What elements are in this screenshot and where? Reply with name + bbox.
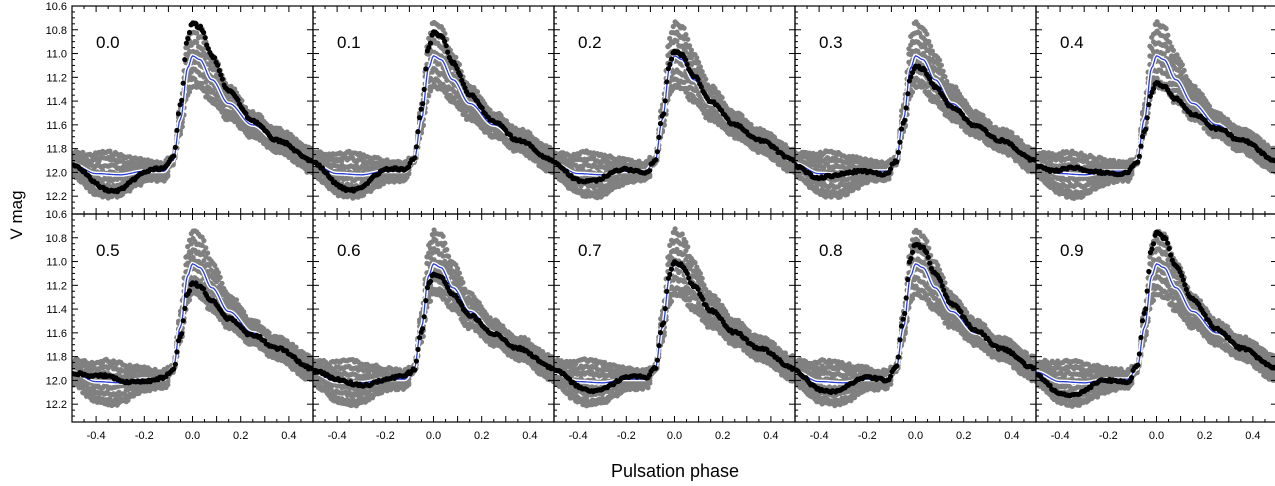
highlight-point xyxy=(187,30,192,35)
y-tick-label: 11.4 xyxy=(46,96,67,108)
highlight-point xyxy=(185,36,190,41)
background-point xyxy=(937,70,942,75)
highlight-point xyxy=(182,57,187,62)
highlight-point xyxy=(414,144,419,149)
panels-layer: 10.6 10.8 11.0 11.2 11.4 11.6 11.8 12.0 12.2 0.0 0… xyxy=(46,1,1275,442)
background-point xyxy=(647,174,652,179)
highlight-point xyxy=(203,35,208,40)
background-point xyxy=(674,39,679,44)
background-point xyxy=(694,61,699,66)
highlight-point xyxy=(663,98,668,103)
y-tick-label: 10.8 xyxy=(46,25,67,37)
background-point xyxy=(924,32,929,37)
panel: 0.2 xyxy=(551,6,797,214)
highlight-point xyxy=(667,62,672,67)
highlight-point xyxy=(664,79,669,84)
background-point xyxy=(462,112,467,117)
highlight-point xyxy=(656,135,661,140)
highlight-point xyxy=(220,77,225,82)
highlight-point xyxy=(417,115,422,120)
highlight-point xyxy=(412,155,417,160)
background-point xyxy=(200,53,205,58)
background-point xyxy=(926,93,931,98)
highlight-point xyxy=(458,73,463,78)
background-point xyxy=(941,107,946,112)
y-tick-label: 12.2 xyxy=(46,191,67,203)
highlight-point xyxy=(212,55,217,60)
highlight-point xyxy=(428,41,433,46)
highlight-point xyxy=(420,101,425,106)
background-point xyxy=(219,110,224,115)
background-point xyxy=(201,88,206,93)
panel: 0.1 xyxy=(310,6,556,214)
y-tick-label: 11.8 xyxy=(46,144,67,156)
highlight-point xyxy=(179,98,184,103)
background-point xyxy=(453,95,458,100)
highlight-point xyxy=(415,129,420,134)
background-point xyxy=(201,74,206,79)
y-tick-label: 11.0 xyxy=(46,49,67,61)
background-point xyxy=(682,80,687,85)
panel-label: 0.2 xyxy=(578,33,602,52)
background-point xyxy=(459,107,464,112)
highlight-point xyxy=(445,50,450,55)
highlight-point xyxy=(655,149,660,154)
y-tick-label: 10.6 xyxy=(46,1,67,13)
panel-label: 0.0 xyxy=(96,33,120,52)
panel: 0.3 xyxy=(792,6,1038,214)
highlight-point xyxy=(683,57,688,62)
background-point xyxy=(921,84,926,89)
highlight-point xyxy=(653,157,658,162)
highlight-point xyxy=(215,63,220,68)
panel-label: 0.1 xyxy=(337,33,361,52)
highlight-point xyxy=(422,87,427,92)
highlight-point xyxy=(669,57,674,62)
highlight-point xyxy=(685,62,690,67)
highlight-point xyxy=(174,128,179,133)
background-point xyxy=(683,90,688,95)
background-point xyxy=(165,174,170,179)
background-point xyxy=(682,36,687,41)
highlight-point xyxy=(444,43,449,48)
highlight-point xyxy=(658,121,663,126)
highlight-point xyxy=(201,30,206,35)
highlight-point xyxy=(184,41,189,46)
y-tick-label: 11.2 xyxy=(46,72,67,84)
y-tick-label: 11.6 xyxy=(46,120,67,132)
highlight-point xyxy=(647,168,652,173)
highlight-point xyxy=(423,66,428,71)
y-tick-label: 12.0 xyxy=(46,167,67,179)
highlight-point xyxy=(419,107,424,112)
highlight-point xyxy=(176,111,181,116)
panel: 10.6 10.8 11.0 11.2 11.4 11.6 11.8 12.0 12.2 0.0 xyxy=(46,1,315,214)
highlight-point xyxy=(181,81,186,86)
background-point xyxy=(701,111,706,116)
background-point xyxy=(212,67,217,72)
highlight-point xyxy=(171,153,176,158)
background-point xyxy=(682,26,687,31)
highlight-point xyxy=(173,145,178,150)
background-point xyxy=(886,176,891,181)
highlight-point xyxy=(696,77,701,82)
background-point xyxy=(910,90,915,95)
highlight-point xyxy=(661,111,666,116)
